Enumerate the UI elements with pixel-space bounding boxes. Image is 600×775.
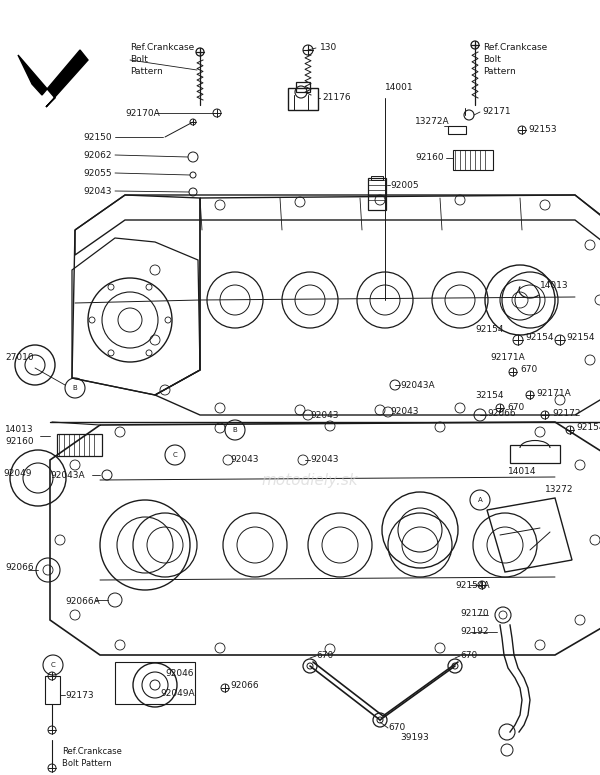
Text: 92055: 92055	[83, 168, 112, 177]
Text: 92043: 92043	[390, 408, 419, 416]
Bar	[115, 662, 195, 704]
Text: 670: 670	[507, 404, 524, 412]
Text: 670: 670	[316, 652, 333, 660]
Text: motodiely.sk: motodiely.sk	[262, 473, 358, 487]
Text: 92154: 92154	[566, 333, 595, 343]
Text: 92192: 92192	[460, 628, 488, 636]
Text: 670: 670	[520, 366, 537, 374]
Text: Bolt Pattern: Bolt Pattern	[62, 759, 112, 767]
Text: 92043: 92043	[83, 187, 112, 195]
Text: 92043A: 92043A	[400, 381, 434, 390]
Text: C: C	[50, 662, 55, 668]
Bar	[288, 88, 318, 110]
Text: Ref.Crankcase: Ref.Crankcase	[483, 43, 547, 53]
Text: 92171: 92171	[482, 108, 511, 116]
Bar	[371, 176, 383, 180]
Text: 92153: 92153	[528, 126, 557, 135]
Text: 13272A: 13272A	[415, 118, 449, 126]
Text: A: A	[478, 497, 482, 503]
Text: 92066: 92066	[5, 563, 34, 573]
Text: C: C	[173, 452, 178, 458]
Text: 92043A: 92043A	[50, 470, 85, 480]
Text: 92160: 92160	[415, 153, 443, 163]
Text: 13272: 13272	[545, 485, 574, 494]
Text: 92170A: 92170A	[125, 109, 160, 118]
Text: B: B	[233, 427, 238, 433]
Text: 92043: 92043	[310, 411, 338, 419]
Bar	[510, 445, 560, 463]
Text: 92173: 92173	[65, 691, 94, 700]
Text: B: B	[73, 385, 77, 391]
Text: 92154: 92154	[475, 326, 503, 335]
Text: Pattern: Pattern	[483, 67, 516, 77]
Text: 92066: 92066	[230, 681, 259, 691]
Bar	[368, 178, 386, 210]
Text: 14001: 14001	[385, 84, 413, 92]
Text: Bolt: Bolt	[130, 56, 148, 64]
Text: 92172: 92172	[552, 408, 581, 418]
Polygon shape	[18, 50, 88, 107]
Text: Ref.Crankcase: Ref.Crankcase	[62, 748, 122, 756]
Text: 92043: 92043	[230, 456, 259, 464]
Bar	[296, 82, 310, 92]
Bar	[448, 126, 466, 134]
Text: 92043: 92043	[310, 456, 338, 464]
Text: 92154A: 92154A	[455, 580, 490, 590]
Text: 92150: 92150	[83, 133, 112, 142]
Text: 670: 670	[460, 652, 477, 660]
Text: 92066: 92066	[487, 408, 515, 418]
Text: 92005: 92005	[390, 181, 419, 190]
Text: Ref.Crankcase: Ref.Crankcase	[130, 43, 194, 53]
Text: 670: 670	[388, 724, 405, 732]
Text: 32154: 32154	[475, 391, 503, 399]
Text: 39193: 39193	[400, 733, 429, 742]
Text: 92062: 92062	[83, 150, 112, 160]
Text: 92049: 92049	[3, 470, 32, 478]
Text: 92154: 92154	[525, 333, 554, 343]
Bar	[57, 434, 102, 456]
Text: 14013: 14013	[540, 281, 569, 290]
Bar	[45, 676, 60, 704]
Text: 14014: 14014	[508, 467, 536, 477]
Text: 92160: 92160	[5, 438, 34, 446]
Text: 130: 130	[320, 43, 337, 53]
Text: 92046: 92046	[165, 669, 193, 677]
Text: 92171A: 92171A	[536, 388, 571, 398]
Bar	[453, 150, 493, 170]
Text: 92170: 92170	[460, 608, 488, 618]
Text: 27010: 27010	[5, 353, 34, 363]
Text: 92049A: 92049A	[160, 688, 194, 698]
Text: 92154: 92154	[576, 423, 600, 432]
Text: 92171A: 92171A	[490, 353, 525, 363]
Text: 14013: 14013	[5, 425, 34, 435]
Text: Bolt: Bolt	[483, 56, 501, 64]
Text: 92066A: 92066A	[65, 598, 100, 607]
Text: Pattern: Pattern	[130, 67, 163, 77]
Text: 21176: 21176	[322, 94, 350, 102]
